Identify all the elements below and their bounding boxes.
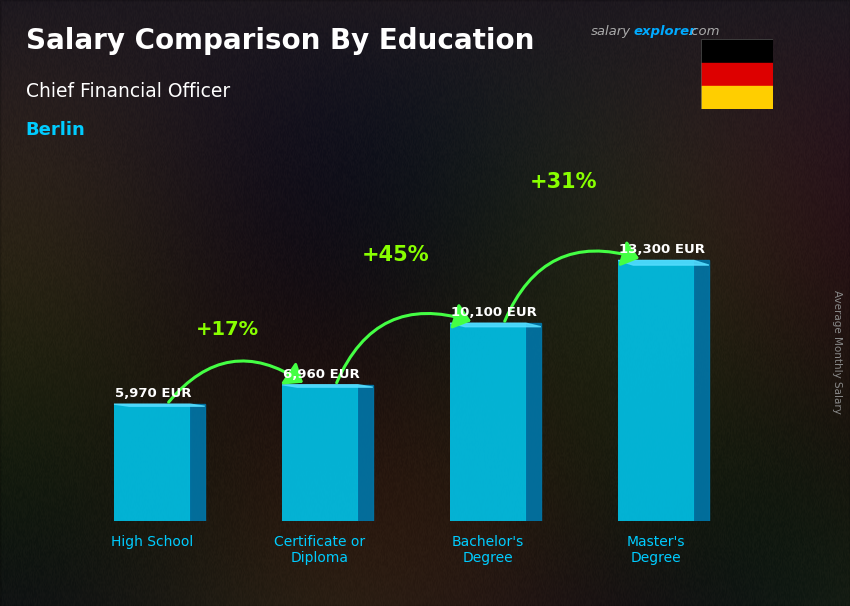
Polygon shape (526, 323, 541, 521)
Text: 6,960 EUR: 6,960 EUR (283, 368, 360, 381)
Text: salary: salary (591, 25, 631, 38)
Bar (114, 404, 190, 521)
Bar (282, 385, 358, 521)
Bar (701, 62, 774, 86)
Polygon shape (190, 404, 205, 521)
Text: +31%: +31% (530, 172, 598, 192)
FancyArrowPatch shape (337, 305, 469, 383)
Bar (701, 86, 774, 109)
Polygon shape (282, 385, 373, 387)
Polygon shape (450, 323, 541, 327)
Text: 5,970 EUR: 5,970 EUR (115, 387, 191, 400)
Text: .com: .com (687, 25, 719, 38)
Polygon shape (358, 385, 373, 521)
Text: +17%: +17% (196, 321, 259, 339)
Polygon shape (114, 404, 205, 406)
Bar (701, 39, 774, 62)
Text: +45%: +45% (362, 244, 429, 265)
Polygon shape (618, 261, 709, 265)
Text: Average Monthly Salary: Average Monthly Salary (832, 290, 842, 413)
Text: Berlin: Berlin (26, 121, 85, 139)
Bar (450, 323, 526, 521)
FancyArrowPatch shape (505, 243, 637, 321)
FancyArrowPatch shape (168, 361, 301, 402)
Text: Chief Financial Officer: Chief Financial Officer (26, 82, 230, 101)
Polygon shape (694, 261, 709, 521)
Text: explorer: explorer (633, 25, 696, 38)
Text: Salary Comparison By Education: Salary Comparison By Education (26, 27, 534, 55)
Text: 10,100 EUR: 10,100 EUR (451, 306, 537, 319)
Bar (618, 261, 694, 521)
Text: 13,300 EUR: 13,300 EUR (619, 244, 705, 256)
